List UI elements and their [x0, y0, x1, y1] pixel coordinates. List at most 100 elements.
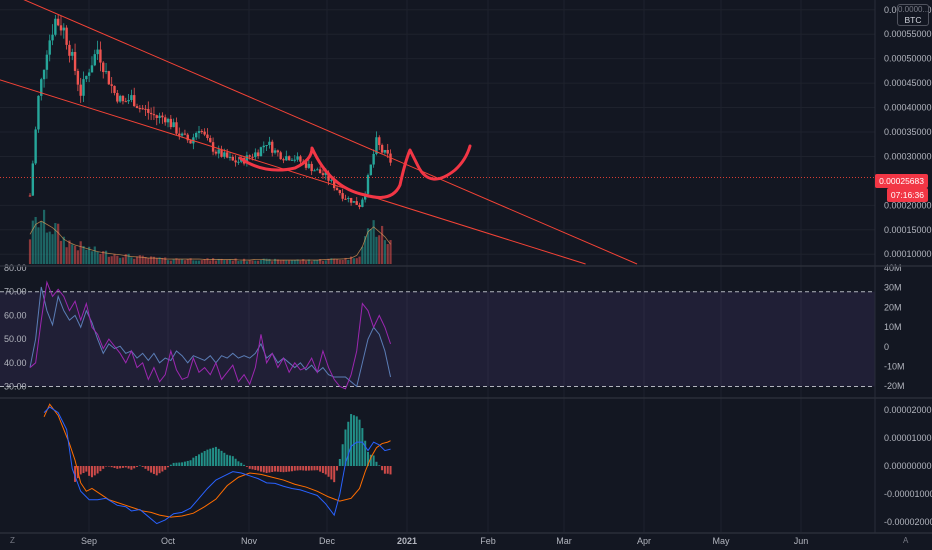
macd-histogram-bar	[341, 444, 344, 466]
candle-body	[248, 155, 251, 157]
price-tick-label: 0.00020000	[884, 200, 932, 210]
candle-body	[349, 197, 353, 203]
macd-histogram-bar	[113, 466, 116, 468]
macd-histogram-bar	[231, 456, 234, 466]
currency-badge[interactable]: 0.0000... BTC	[897, 4, 929, 26]
macd-histogram-bar	[175, 462, 178, 466]
candle-body	[296, 156, 299, 160]
volume-bar	[248, 260, 251, 264]
candle-body	[214, 151, 218, 154]
candle-body	[276, 150, 280, 153]
candle-body	[152, 114, 156, 116]
volume-bar	[282, 259, 285, 264]
volume-bar	[242, 258, 246, 264]
macd-histogram-bar	[268, 466, 271, 473]
macd-pane[interactable]	[43, 403, 392, 525]
volume-bar	[166, 260, 170, 264]
candle-body	[178, 133, 181, 136]
candle-body	[223, 152, 226, 157]
candle-body	[194, 132, 198, 138]
volume-bar	[364, 236, 367, 264]
candle-body	[358, 204, 361, 207]
volume-bar	[245, 261, 248, 264]
candle-body	[355, 201, 358, 205]
candle-body	[169, 118, 173, 128]
candle-body	[234, 160, 237, 163]
macd-histogram-bar	[321, 466, 324, 474]
x-tick-label: 2021	[397, 536, 417, 546]
candle-body	[110, 84, 113, 86]
rsi-pane[interactable]	[29, 280, 392, 390]
macd-histogram-bar	[155, 466, 158, 476]
rsi-tick-label: 80.00	[4, 263, 27, 273]
oscillator-tick-label: -10M	[884, 361, 905, 371]
candle-body	[262, 145, 265, 148]
volume-bar	[62, 236, 65, 264]
candle-body	[352, 201, 356, 203]
macd-histogram-bar	[240, 462, 243, 466]
price-pane[interactable]	[0, 0, 875, 265]
volume-bar	[147, 258, 150, 264]
macd-histogram-bar	[367, 451, 369, 466]
volume-bar	[104, 250, 108, 264]
volume-bar	[389, 240, 392, 264]
macd-histogram-bar	[262, 466, 265, 473]
macd-histogram-bar	[338, 458, 341, 466]
macd-histogram-bar	[158, 466, 161, 474]
countdown-label: 07:16:36	[886, 188, 928, 202]
volume-bar	[110, 256, 113, 264]
volume-bar	[42, 209, 46, 264]
auto-scale-button[interactable]: A	[903, 536, 909, 545]
rsi-line	[29, 280, 392, 390]
zoom-icon[interactable]: Z	[10, 536, 15, 545]
macd-histogram-bar	[245, 466, 248, 467]
volume-bar	[307, 259, 310, 264]
macd-histogram-bar	[302, 466, 305, 471]
pane-separators[interactable]	[0, 0, 932, 534]
candle-body	[375, 137, 378, 154]
candle-body	[45, 54, 49, 70]
candle-body	[273, 150, 277, 153]
price-tick-label: 0.00055000	[884, 29, 932, 39]
volume-bar	[73, 245, 77, 264]
macd-histogram-bar	[121, 466, 124, 468]
candle-body	[335, 188, 339, 191]
rsi-band-fill	[0, 291, 875, 387]
last-price-label: 0.00025683	[875, 174, 928, 188]
volume-bar	[273, 258, 277, 264]
volume-bar	[254, 260, 257, 264]
volume-bar	[383, 240, 386, 264]
price-tick-label: 0.00015000	[884, 225, 932, 235]
volume-bar	[347, 259, 350, 264]
volume-bar	[228, 259, 232, 264]
volume-bar	[237, 261, 240, 264]
macd-histogram-bar	[375, 461, 378, 466]
candle-body	[155, 115, 158, 118]
macd-histogram-bar	[369, 454, 372, 466]
volume-bar	[121, 257, 125, 264]
macd-histogram-bar	[74, 466, 77, 482]
volume-bar	[150, 256, 153, 264]
macd-histogram-bar	[220, 450, 223, 466]
candle-body	[380, 145, 384, 153]
macd-histogram-bar	[169, 464, 172, 466]
macd-histogram-bar	[234, 458, 237, 466]
candle-body	[51, 34, 54, 41]
macd-histogram-bar	[85, 466, 88, 472]
volume-bar	[107, 256, 110, 264]
macd-histogram-bar	[364, 440, 367, 466]
candle-body	[133, 95, 136, 107]
macd-tick-label: -0.00001000	[884, 489, 932, 499]
candle-body	[217, 149, 220, 154]
macd-histogram-bar	[352, 415, 355, 466]
volume-bar	[144, 256, 147, 264]
macd-histogram-bar	[214, 446, 217, 466]
macd-histogram-bar	[330, 466, 333, 480]
candle-body	[104, 71, 108, 73]
candle-body	[200, 131, 204, 133]
candle-body	[175, 122, 178, 134]
volume-bar	[319, 259, 322, 264]
volume-bar	[200, 260, 203, 264]
